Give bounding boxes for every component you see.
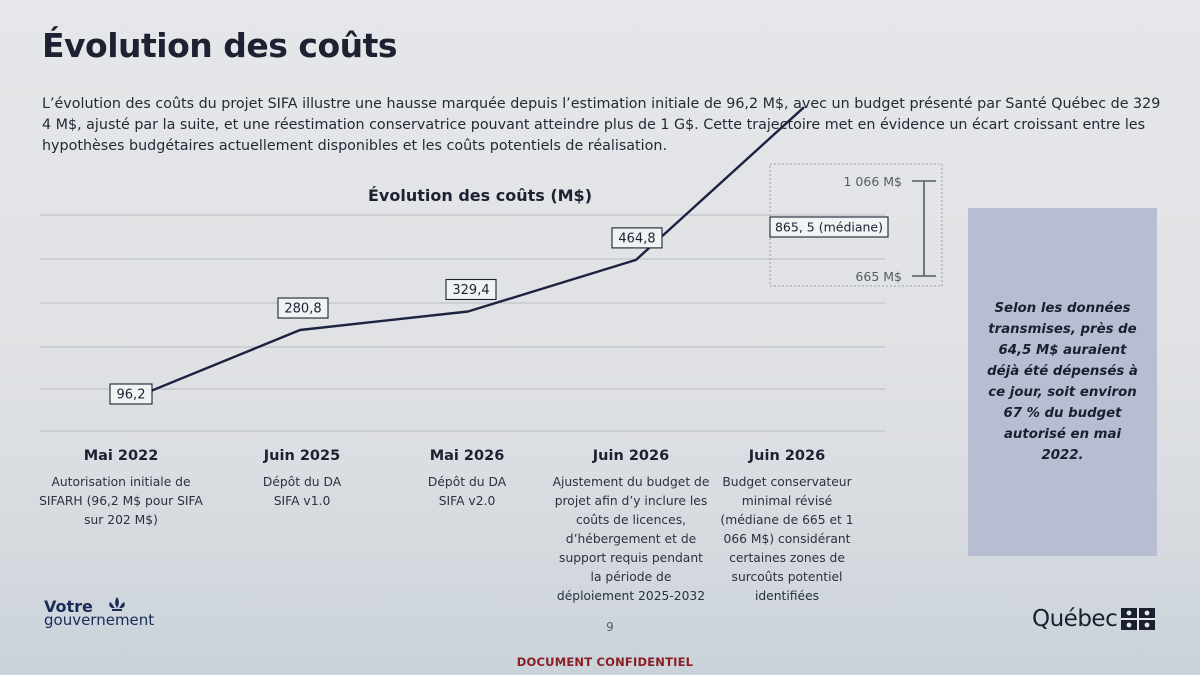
cost-series-line [127, 106, 805, 402]
range-indicator: 1 066 M$ 665 M$ [844, 174, 936, 284]
data-label-box [769, 216, 889, 238]
data-label: 464,8 [611, 227, 663, 249]
milestone-description: Dépôt du DA SIFA v1.0 [262, 475, 342, 508]
data-label-text: 865, 5 (médiane) [775, 220, 883, 235]
side-note-text: Selon les données transmises, près de 64… [987, 301, 1138, 463]
milestone-description: Dépôt du DA SIFA v2.0 [427, 475, 507, 508]
range-high-label: 1 066 M$ [844, 174, 903, 189]
data-label: 329,4 [445, 278, 497, 301]
quebec-flag-icon [1121, 608, 1156, 630]
milestone-date: Juin 2026 [592, 448, 670, 464]
quebec-logo: Québec [1032, 604, 1156, 634]
side-note-box: Selon les données transmises, près de 64… [968, 208, 1157, 556]
range-low-label: 665 M$ [855, 269, 902, 284]
milestone-date: Juin 2025 [263, 448, 341, 464]
intro-paragraph: L’évolution des coûts du projet SIFA ill… [42, 96, 1161, 154]
milestone-date: Mai 2026 [429, 448, 505, 464]
milestone-item: Mai 2022 Autorisation initiale de SIFARH … [36, 448, 206, 530]
data-label: 96,2 [109, 383, 153, 405]
milestone-date: Juin 2026 [748, 448, 826, 464]
data-label-text: 329,4 [452, 283, 489, 298]
data-label-text: 464,8 [618, 231, 655, 246]
data-label-text: 96,2 [117, 388, 146, 403]
milestone-item: Juin 2026 Budget conservateur minimal rév… [712, 448, 862, 606]
range-dashed-box [769, 163, 943, 287]
milestone-item: Juin 2026 Ajustement du budget de projet … [546, 448, 716, 606]
milestone-description: Budget conservateur minimal révisé (médi… [720, 475, 854, 603]
page-title: Évolution des coûts [42, 26, 398, 65]
votre-gouvernement-logo: Votre gouvernement [44, 597, 194, 634]
data-label-box [445, 278, 497, 301]
quebec-wordmark: Québec [1032, 606, 1118, 632]
data-labels: 96,2 280,8 329,4 464,8 865, 5 (médiane) [109, 216, 889, 405]
data-label-text: 280,8 [284, 302, 321, 317]
fleur-de-lys-icon [109, 597, 125, 611]
page-number: 9 [606, 620, 614, 634]
milestone-item: Juin 2025 Dépôt du DA SIFA v1.0 [222, 448, 382, 511]
data-label: 865, 5 (médiane) [769, 216, 889, 238]
logo-line-1: Votre [44, 597, 93, 616]
milestone-item: Mai 2026 Dépôt du DA SIFA v2.0 [382, 448, 552, 511]
milestone-description: Ajustement du budget de projet afin d’y … [552, 475, 710, 603]
data-label-box [611, 227, 663, 249]
milestone-description: Autorisation initiale de SIFARH (96,2 M$… [39, 475, 203, 527]
chart-grid [40, 214, 885, 432]
chart-title: Évolution des coûts (M$) [368, 186, 592, 205]
data-label: 280,8 [277, 297, 329, 319]
confidential-banner: DOCUMENT CONFIDENTIEL [516, 655, 694, 669]
milestone-date: Mai 2022 [83, 448, 159, 464]
logo-line-2: gouvernement [44, 611, 155, 629]
data-label-box [109, 383, 153, 405]
data-label-box [277, 297, 329, 319]
